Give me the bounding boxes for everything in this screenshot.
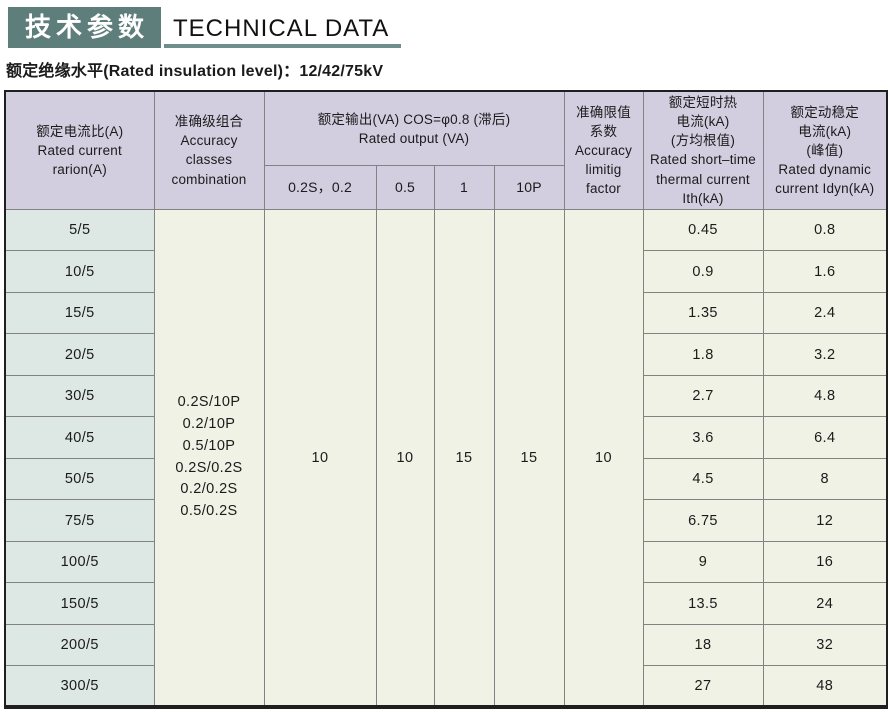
thermal-current-cell: 4.5 (642, 457, 764, 501)
rated-current-ratio-cell: 40/5 (4, 416, 155, 459)
thermal-current-cell: 0.45 (642, 208, 764, 252)
thermal-current-cell: 3.6 (642, 416, 764, 459)
subcol-header-02s-02: 0.2S，0.2 (263, 165, 377, 210)
dynamic-current-cell: 2.4 (762, 291, 888, 335)
subcol-header-10p: 10P (493, 165, 565, 210)
dynamic-current-cell: 3.2 (762, 333, 888, 376)
table-row: 300/5 27 48 (4, 665, 888, 708)
output-02s-cell: 10 (263, 208, 377, 708)
rated-current-ratio-cell: 200/5 (4, 623, 155, 667)
rated-current-ratio-cell: 75/5 (4, 499, 155, 542)
insulation-level-note: 额定绝缘水平(Rated insulation level)：12/42/75k… (6, 63, 384, 80)
dynamic-current-cell: 6.4 (762, 416, 888, 459)
thermal-current-cell: 1.8 (642, 333, 764, 376)
dynamic-current-cell: 0.8 (762, 208, 888, 252)
rated-current-ratio-cell: 15/5 (4, 291, 155, 335)
thermal-current-cell: 9 (642, 540, 764, 584)
thermal-current-cell: 18 (642, 623, 764, 667)
col-header-accuracy-limit-factor: 准确限值 系数 Accuracy limitig factor (563, 90, 644, 210)
dynamic-current-cell: 8 (762, 457, 888, 501)
col-header-rated-current-ratio: 额定电流比(A) Rated current rarion(A) (4, 90, 155, 210)
technical-data-table: 额定电流比(A) Rated current rarion(A) 准确级组合 A… (4, 90, 888, 710)
table-row: 15/5 1.35 2.4 (4, 291, 888, 335)
accuracy-classes-cell: 0.2S/10P 0.2/10P 0.5/10P 0.2S/0.2S 0.2/0… (153, 208, 265, 708)
output-10p-cell: 15 (493, 208, 565, 708)
thermal-current-cell: 13.5 (642, 582, 764, 625)
thermal-current-cell: 27 (642, 665, 764, 708)
table-row: 40/5 3.6 6.4 (4, 416, 888, 459)
dynamic-current-cell: 24 (762, 582, 888, 625)
output-05-cell: 10 (375, 208, 435, 708)
table-row: 100/5 9 16 (4, 540, 888, 584)
dynamic-current-cell: 16 (762, 540, 888, 584)
dynamic-current-cell: 12 (762, 499, 888, 542)
dynamic-current-cell: 32 (762, 623, 888, 667)
thermal-current-cell: 6.75 (642, 499, 764, 542)
page-title: TECHNICAL DATA (164, 16, 402, 48)
rated-current-ratio-cell: 100/5 (4, 540, 155, 584)
subcol-header-05: 0.5 (375, 165, 435, 210)
table-row: 10/5 0.9 1.6 (4, 250, 888, 293)
rated-current-ratio-cell: 5/5 (4, 208, 155, 252)
table-row: 30/5 2.7 4.8 (4, 374, 888, 418)
thermal-current-cell: 0.9 (642, 250, 764, 293)
col-header-accuracy-classes: 准确级组合 Accuracy classes combination (153, 90, 265, 210)
rated-current-ratio-cell: 150/5 (4, 582, 155, 625)
rated-current-ratio-cell: 300/5 (4, 665, 155, 708)
col-header-dynamic-current: 额定动稳定 电流(kA) (峰值) Rated dynamic current … (762, 90, 888, 210)
thermal-current-cell: 1.35 (642, 291, 764, 335)
rated-current-ratio-cell: 20/5 (4, 333, 155, 376)
table-row: 150/5 13.5 24 (4, 582, 888, 625)
output-1-cell: 15 (433, 208, 495, 708)
page-header: 技术参数 TECHNICAL DATA (8, 7, 890, 48)
col-header-thermal-current: 额定短时热 电流(kA) (方均根值) Rated short–time the… (642, 90, 764, 210)
dynamic-current-cell: 48 (762, 665, 888, 708)
table-row: 20/5 1.8 3.2 (4, 333, 888, 376)
table-row: 75/5 6.75 12 (4, 499, 888, 542)
accuracy-limit-factor-cell: 10 (563, 208, 644, 708)
table-row: 5/5 0.2S/10P 0.2/10P 0.5/10P 0.2S/0.2S 0… (4, 208, 888, 708)
dynamic-current-cell: 4.8 (762, 374, 888, 418)
subcol-header-1: 1 (433, 165, 495, 210)
rated-current-ratio-cell: 30/5 (4, 374, 155, 418)
table-row: 50/5 4.5 8 (4, 457, 888, 501)
thermal-current-cell: 2.7 (642, 374, 764, 418)
col-header-rated-output: 额定输出(VA) COS=φ0.8 (滞后) Rated output (VA) (263, 90, 565, 167)
rated-current-ratio-cell: 10/5 (4, 250, 155, 293)
dynamic-current-cell: 1.6 (762, 250, 888, 293)
rated-current-ratio-cell: 50/5 (4, 457, 155, 501)
section-badge: 技术参数 (8, 7, 162, 48)
